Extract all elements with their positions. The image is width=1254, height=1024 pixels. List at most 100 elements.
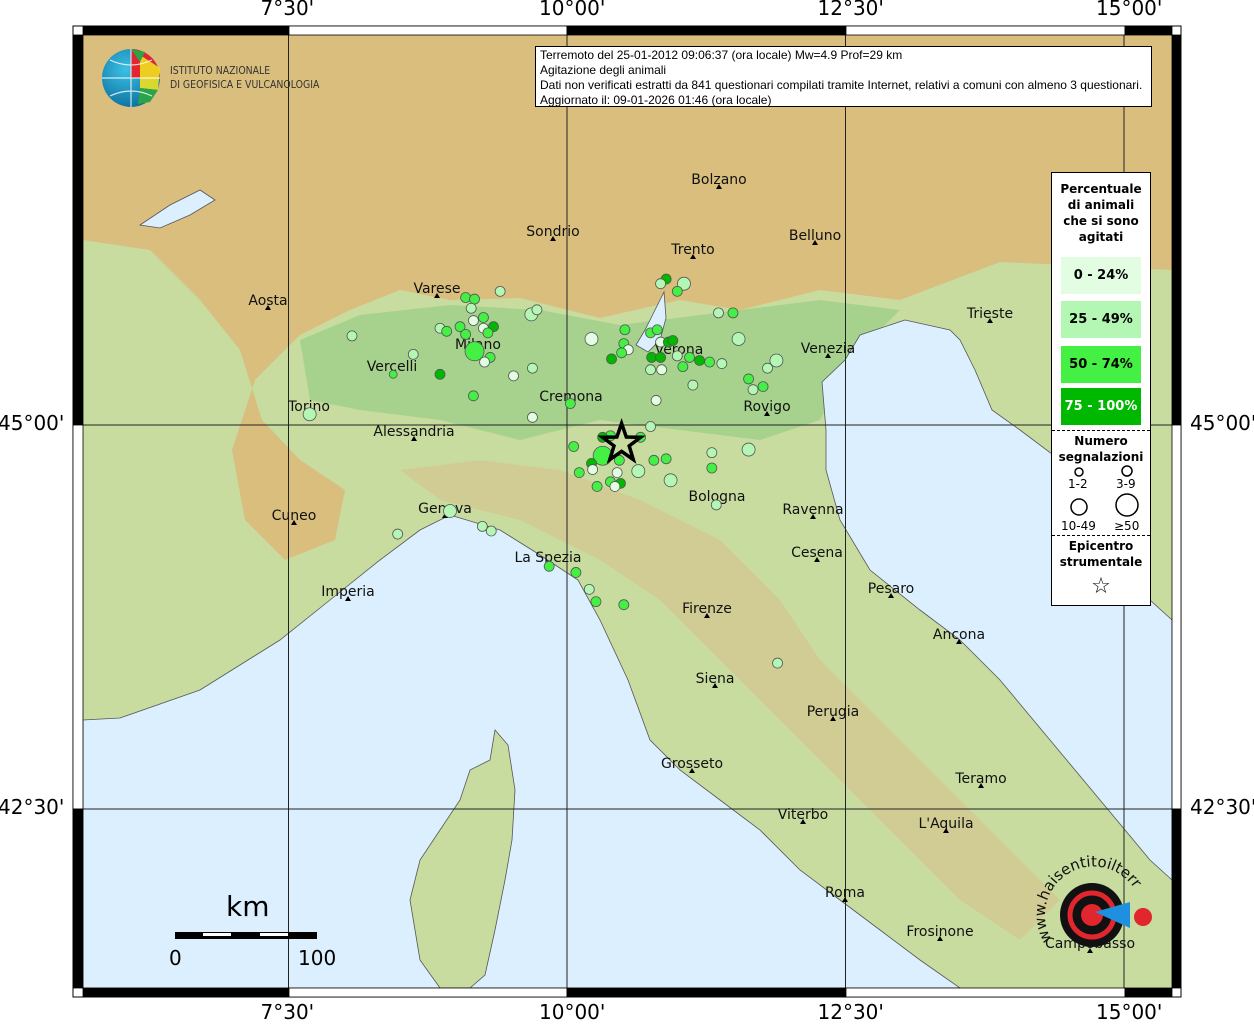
- longitude-label-top: 12°30': [817, 0, 884, 20]
- intensity-point: [660, 453, 672, 465]
- intensity-point: [494, 285, 506, 297]
- intensity-point: [564, 398, 576, 409]
- city-marker-icon: [810, 514, 816, 519]
- intensity-point: [527, 362, 538, 374]
- intensity-point: [677, 276, 691, 291]
- updated-timestamp: Aggiornato il: 09-01-2026 01:46 (ora loc…: [540, 93, 772, 107]
- intensity-point: [464, 341, 485, 362]
- latitude-label-right: 45°00': [1190, 411, 1254, 435]
- ingv-logo-text: ISTITUTO NAZIONALE DI GEOFISICA E VULCAN…: [170, 64, 319, 92]
- intensity-point: [590, 596, 602, 608]
- intensity-point: [454, 321, 466, 333]
- apennines: [400, 460, 1060, 940]
- intensity-point: [479, 356, 490, 368]
- intensity-point: [687, 379, 699, 391]
- city-label: Alessandria: [373, 424, 454, 440]
- latitude-label-left: 42°30': [0, 795, 65, 819]
- intensity-point: [646, 352, 658, 363]
- legend-class-2: 50 - 74%: [1061, 346, 1141, 383]
- city-marker-icon: [943, 828, 949, 833]
- intensity-point: [648, 454, 660, 466]
- event-info-box: Terremoto del 25-01-2012 09:06:37 (ora l…: [535, 46, 1152, 107]
- frame-segment: [72, 34, 84, 426]
- intensity-point: [618, 599, 630, 611]
- longitude-label-top: 10°00': [539, 0, 606, 20]
- city-label: Vercelli: [367, 359, 418, 375]
- intensity-point: [584, 332, 599, 346]
- intensity-point: [655, 352, 666, 363]
- frame-segment: [72, 808, 84, 989]
- city-marker-icon: [956, 639, 962, 644]
- city-label: Firenze: [682, 601, 732, 617]
- intensity-point: [684, 352, 695, 363]
- legend-class-3: 75 - 100%: [1061, 388, 1141, 425]
- frame-segment: [288, 987, 568, 998]
- latitude-label-right: 42°30': [1190, 795, 1254, 819]
- city-label: Ancona: [933, 627, 985, 643]
- city-label: Pesaro: [868, 581, 914, 597]
- frame-segment: [82, 25, 290, 36]
- intensity-point: [573, 467, 585, 479]
- intensity-point: [469, 293, 480, 305]
- ingv-name-line2: DI GEOFISICA E VULCANOLOGIA: [170, 78, 320, 91]
- city-label: Viterbo: [778, 807, 828, 823]
- frame-segment: [566, 25, 847, 36]
- intensity-point: [609, 481, 621, 492]
- city-label: Teramo: [954, 771, 1006, 787]
- intensity-point: [482, 327, 494, 339]
- city-marker-icon: [716, 184, 722, 189]
- city-marker-icon: [345, 596, 351, 601]
- latitude-label-left: 45°00': [0, 411, 65, 435]
- city-label: Rovigo: [743, 399, 790, 415]
- city-marker-icon: [291, 520, 297, 525]
- longitude-label-bottom: 12°30': [817, 1000, 884, 1024]
- frame-segment: [82, 987, 290, 998]
- frame-segment: [1124, 25, 1173, 36]
- lake-geneva: [138, 189, 216, 229]
- intensity-point: [485, 525, 497, 537]
- city-label: Trieste: [966, 306, 1013, 322]
- city-label: Aosta: [248, 293, 287, 309]
- city-marker-icon: [888, 593, 894, 598]
- intensity-point: [694, 355, 705, 366]
- size-label: ≥50: [1114, 519, 1140, 533]
- intensity-point: [716, 358, 728, 369]
- intensity-point: [727, 307, 739, 319]
- data-note: Dati non verificati estratti da 841 ques…: [540, 78, 1143, 92]
- intensity-point: [407, 348, 419, 360]
- intensity-point: [441, 325, 453, 337]
- legend-title: Percentuale di animali che si sono agita…: [1060, 182, 1142, 244]
- city-label: Torino: [287, 399, 330, 415]
- longitude-label-bottom: 7°30': [260, 1000, 315, 1024]
- intensity-point: [757, 381, 769, 393]
- intensity-point: [460, 328, 472, 340]
- intensity-point: [568, 441, 580, 452]
- intensity-point: [713, 307, 724, 319]
- intensity-point: [743, 373, 754, 385]
- epicenter-star: [597, 418, 646, 464]
- city-marker-icon: [265, 305, 271, 310]
- frame-segment: [288, 25, 568, 36]
- city-label: La Spezia: [514, 550, 581, 566]
- frame-segment: [845, 25, 1126, 36]
- city-marker-icon: [689, 768, 695, 773]
- intensity-point: [667, 335, 679, 346]
- frame-segment: [1171, 424, 1182, 810]
- legend-divider: [1052, 430, 1150, 431]
- intensity-point: [543, 560, 555, 572]
- intensity-point: [741, 442, 756, 457]
- city-label: Cuneo: [272, 508, 317, 524]
- intensity-point: [706, 447, 718, 459]
- map-base: BolzanoSondrioTrentoBellunoAostaVareseMi…: [83, 35, 1172, 988]
- intensity-point: [606, 353, 617, 365]
- longitude-label-top: 15°00': [1096, 0, 1163, 20]
- alps-mountains: [83, 35, 1172, 560]
- city-label: Cesena: [791, 545, 843, 561]
- city-marker-icon: [434, 293, 440, 298]
- intensity-point: [651, 324, 663, 336]
- city-label: Venezia: [801, 341, 855, 357]
- city-marker-icon: [825, 353, 831, 358]
- intensity-point: [706, 462, 718, 474]
- size-label: 1-2: [1068, 477, 1088, 491]
